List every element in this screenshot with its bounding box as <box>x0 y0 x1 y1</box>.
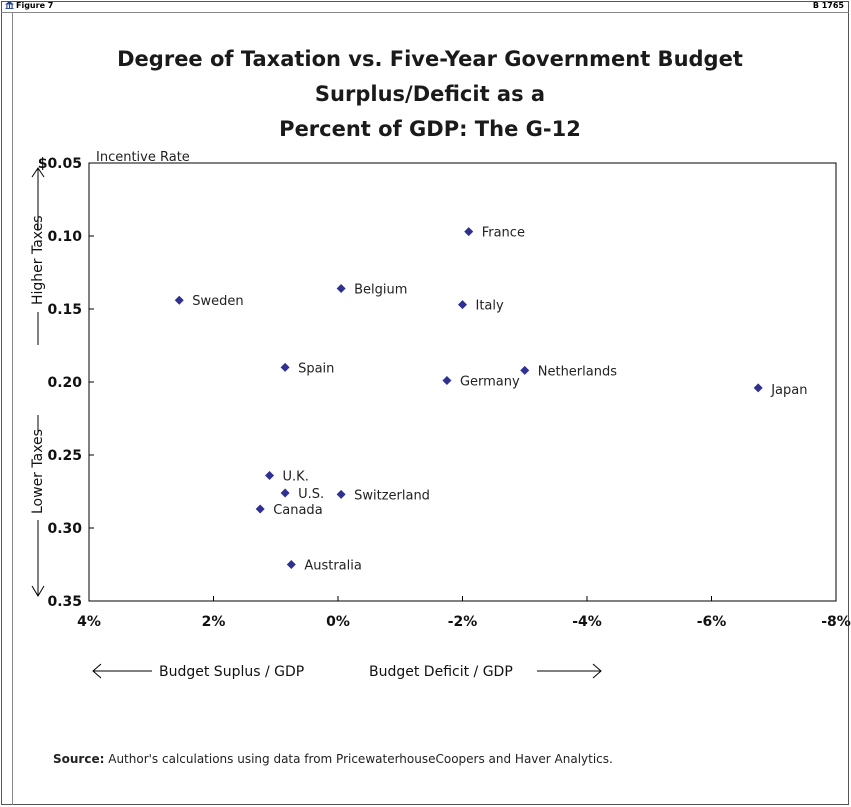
y-tick-label: 0.30 <box>47 521 82 537</box>
y-tick-label: 0.15 <box>47 302 82 318</box>
lower-taxes-label: Lower Taxes <box>30 429 46 514</box>
figure-label-text: Figure 7 <box>16 1 54 10</box>
budget-surplus-arrow <box>92 663 152 679</box>
point-marker <box>174 295 184 305</box>
lower-taxes-arrow <box>31 415 45 597</box>
point-label: Sweden <box>192 294 243 309</box>
x-tick-label: 2% <box>202 614 226 630</box>
y-axis-ticks: $0.05 0.10 0.15 0.20 0.25 0.30 0.35 <box>38 156 94 610</box>
budget-surplus-label: Budget Suplus / GDP <box>159 664 304 680</box>
data-point-germany: Germany <box>442 375 520 390</box>
chart-title-line-1: Degree of Taxation vs. Five-Year Governm… <box>117 47 743 106</box>
chart-title-line-2: Percent of GDP: The G-12 <box>279 117 581 141</box>
data-point-belgium: Belgium <box>336 283 407 298</box>
y-tick-label: 0.20 <box>47 375 82 391</box>
x-tick-label: 0% <box>326 614 350 630</box>
point-label: Belgium <box>354 283 407 298</box>
point-marker <box>753 383 763 393</box>
point-label: U.S. <box>298 487 324 502</box>
point-marker <box>464 227 474 237</box>
point-marker <box>280 488 290 498</box>
data-point-italy: Italy <box>458 299 504 314</box>
point-label: Switzerland <box>354 488 430 503</box>
data-point-sweden: Sweden <box>174 294 244 309</box>
point-label: Canada <box>273 503 322 518</box>
figure-header-bar: Figure 7 B 1765 <box>1 1 849 13</box>
point-marker <box>255 504 265 514</box>
x-tick-label: -2% <box>448 614 478 630</box>
source-text: Author's calculations using data from Pr… <box>108 752 613 766</box>
higher-taxes-arrow <box>31 167 45 345</box>
budget-deficit-label: Budget Deficit / GDP <box>369 664 513 680</box>
point-marker <box>458 300 467 310</box>
point-marker <box>265 470 275 480</box>
data-point-u-k: U.K. <box>265 469 309 484</box>
data-point-spain: Spain <box>280 361 334 376</box>
budget-deficit-arrow <box>537 663 602 679</box>
data-point-france: France <box>464 226 525 241</box>
heritage-logo-icon <box>5 1 14 9</box>
point-label: Spain <box>298 361 334 376</box>
y-tick-label: 0.25 <box>47 448 82 464</box>
x-tick-label: -6% <box>697 614 727 630</box>
source-label: Source: <box>53 752 105 766</box>
x-tick-label: -4% <box>572 614 602 630</box>
higher-taxes-label: Higher Taxes <box>30 215 46 305</box>
y-axis-label-incentive-rate: Incentive Rate <box>96 150 190 165</box>
x-axis-ticks: 4% 2% 0% -2% -4% -6% -8% <box>77 596 851 630</box>
point-marker <box>286 560 296 569</box>
x-tick-label: 4% <box>77 614 101 630</box>
data-point-netherlands: Netherlands <box>520 364 617 379</box>
point-marker <box>520 365 530 375</box>
source-note: Source: Author's calculations using data… <box>53 752 613 766</box>
chart-title: Degree of Taxation vs. Five-Year Governm… <box>30 42 830 147</box>
point-marker <box>280 362 290 372</box>
point-label: Netherlands <box>538 364 617 379</box>
point-label: Australia <box>304 559 362 574</box>
point-marker <box>442 376 452 386</box>
y-tick-label: $0.05 <box>38 156 82 172</box>
x-tick-label: -8% <box>821 614 851 630</box>
y-tick-label: 0.10 <box>47 229 82 245</box>
data-points: France Belgium Sweden Italy Spain Netherlands… <box>174 226 807 574</box>
point-label: Germany <box>460 375 520 390</box>
point-label: Italy <box>476 299 505 314</box>
report-id: B 1765 <box>812 1 844 10</box>
data-point-australia: Australia <box>286 559 362 574</box>
point-label: France <box>482 226 525 241</box>
y-tick-label: 0.35 <box>47 594 82 610</box>
point-marker <box>336 284 346 294</box>
data-point-u-s: U.S. <box>280 487 324 502</box>
figure-label: Figure 7 <box>5 1 53 11</box>
data-point-japan: Japan <box>753 383 807 398</box>
left-rule <box>12 12 13 805</box>
point-label: Japan <box>770 383 807 398</box>
data-point-canada: Canada <box>255 503 323 518</box>
data-point-switzerland: Switzerland <box>336 488 430 503</box>
point-marker <box>336 489 346 499</box>
point-label: U.K. <box>283 469 309 484</box>
